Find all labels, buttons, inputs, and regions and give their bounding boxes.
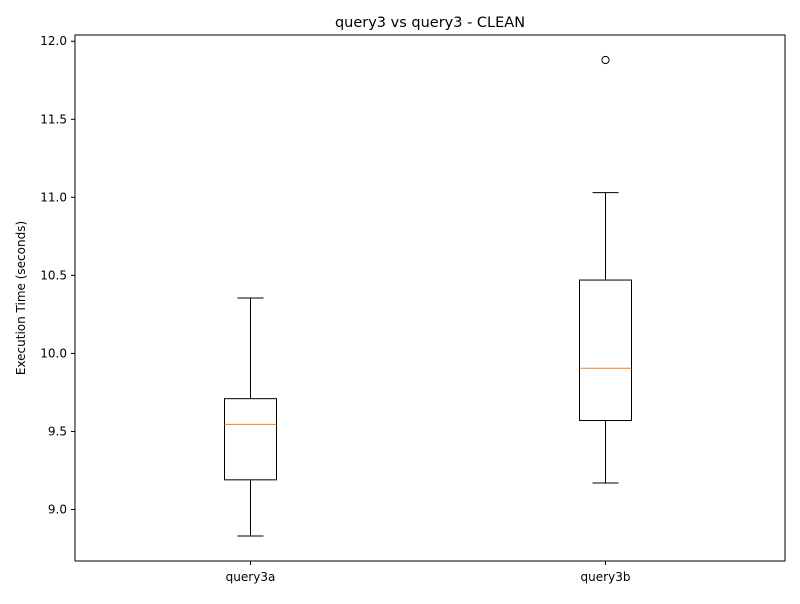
y-tick-label: 10.5	[40, 268, 67, 282]
y-axis-ticks: 9.0 9.5 10.0 10.5 11.0 11.5 12.0	[40, 34, 75, 516]
y-tick-label: 11.0	[40, 190, 67, 204]
x-tick-label: query3a	[226, 570, 276, 584]
box-query3b	[579, 55, 632, 484]
y-tick-label: 9.0	[48, 502, 67, 516]
y-tick-label: 9.5	[48, 424, 67, 438]
box-groups	[224, 55, 632, 537]
plot-area-frame	[74, 34, 786, 562]
y-axis-label: Execution Time (seconds)	[14, 221, 28, 375]
iqr-box	[579, 279, 632, 422]
box-query3a	[224, 297, 277, 537]
x-tick-label: query3b	[581, 570, 631, 584]
x-axis-ticks: query3a query3b	[226, 561, 631, 584]
iqr-box	[224, 398, 277, 481]
outlier-point	[601, 55, 610, 65]
y-tick-label: 10.0	[40, 346, 67, 360]
chart-title: query3 vs query3 - CLEAN	[335, 15, 525, 31]
y-tick-label: 12.0	[40, 34, 67, 48]
y-tick-label: 11.5	[40, 112, 67, 126]
